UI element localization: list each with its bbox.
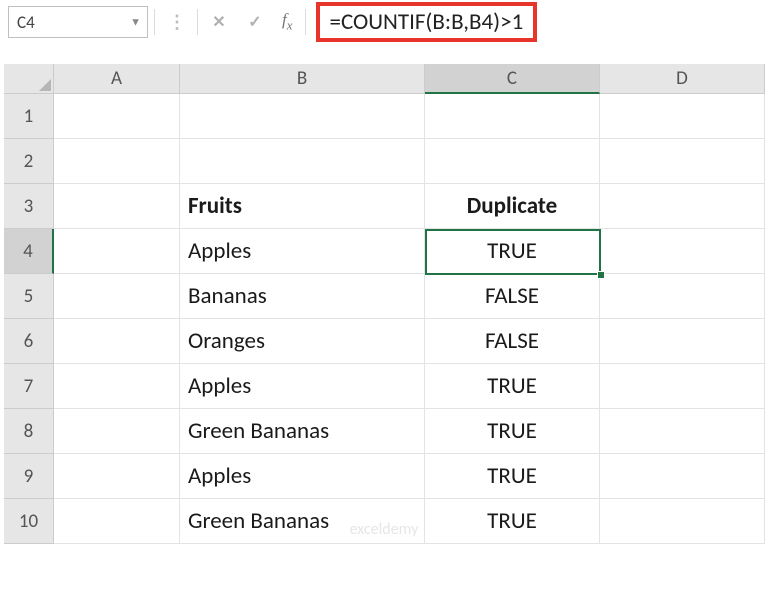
name-box-value: C4 [17, 12, 35, 33]
cell-C3[interactable]: Duplicate [425, 184, 600, 229]
row-header-5[interactable]: 5 [4, 274, 54, 319]
cell-A2[interactable] [54, 139, 180, 184]
separator [305, 9, 306, 35]
enter-icon: ✓ [240, 7, 270, 37]
cell-A10[interactable] [54, 499, 180, 544]
separator [154, 9, 155, 35]
cell-C7[interactable]: TRUE [425, 364, 600, 409]
cell-A3[interactable] [54, 184, 180, 229]
cell-C5[interactable]: FALSE [425, 274, 600, 319]
cell-B8[interactable]: Green Bananas [180, 409, 425, 454]
cell-D8[interactable] [600, 409, 765, 454]
col-header-B[interactable]: B [180, 64, 425, 94]
row: 3 FruitsDuplicate [0, 184, 768, 229]
cell-D9[interactable] [600, 454, 765, 499]
cell-B3[interactable]: Fruits [180, 184, 425, 229]
fill-handle[interactable] [597, 271, 605, 279]
row: 4 ApplesTRUE [0, 229, 768, 274]
separator [197, 9, 198, 35]
cell-C2[interactable] [425, 139, 600, 184]
name-box-dropdown-icon[interactable]: ▼ [130, 16, 141, 29]
rows-container: 123FruitsDuplicate4ApplesTRUE5BananasFAL… [0, 94, 768, 544]
cell-A4[interactable] [54, 229, 180, 274]
select-all-corner[interactable] [4, 64, 54, 94]
col-header-A[interactable]: A [54, 64, 180, 94]
cell-D6[interactable] [600, 319, 765, 364]
row-header-1[interactable]: 1 [4, 94, 54, 139]
cell-D10[interactable] [600, 499, 765, 544]
row: 7 ApplesTRUE [0, 364, 768, 409]
row: 6 OrangesFALSE [0, 319, 768, 364]
fx-icon[interactable]: fx [276, 10, 299, 33]
cell-C1[interactable] [425, 94, 600, 139]
cell-B4[interactable]: Apples [180, 229, 425, 274]
cell-B9[interactable]: Apples [180, 454, 425, 499]
cell-D2[interactable] [600, 139, 765, 184]
more-icon: ⋮ [161, 7, 191, 37]
cell-D5[interactable] [600, 274, 765, 319]
row-header-7[interactable]: 7 [4, 364, 54, 409]
row-header-3[interactable]: 3 [4, 184, 54, 229]
row: 1 [0, 94, 768, 139]
col-header-C[interactable]: C [425, 64, 600, 94]
cell-C4[interactable]: TRUE [425, 229, 600, 274]
cell-D1[interactable] [600, 94, 765, 139]
cell-D3[interactable] [600, 184, 765, 229]
col-header-D[interactable]: D [600, 64, 765, 94]
cell-D7[interactable] [600, 364, 765, 409]
cell-A7[interactable] [54, 364, 180, 409]
spreadsheet-grid: ABCD 123FruitsDuplicate4ApplesTRUE5Banan… [0, 64, 768, 544]
row: 8 Green BananasTRUE [0, 409, 768, 454]
cell-A9[interactable] [54, 454, 180, 499]
cell-B1[interactable] [180, 94, 425, 139]
row-header-9[interactable]: 9 [4, 454, 54, 499]
row: 5 BananasFALSE [0, 274, 768, 319]
formula-text: =COUNTIF(B:B,B4)>1 [330, 8, 524, 36]
row-header-4[interactable]: 4 [4, 229, 54, 274]
row-header-8[interactable]: 8 [4, 409, 54, 454]
name-box[interactable]: C4 ▼ [8, 6, 148, 38]
formula-input-highlight[interactable]: =COUNTIF(B:B,B4)>1 [316, 2, 538, 42]
formula-bar: C4 ▼ ⋮ ✕ ✓ fx =COUNTIF(B:B,B4)>1 [0, 0, 768, 44]
cell-C10[interactable]: TRUE [425, 499, 600, 544]
cell-C9[interactable]: TRUE [425, 454, 600, 499]
cell-A5[interactable] [54, 274, 180, 319]
cell-B2[interactable] [180, 139, 425, 184]
cell-B7[interactable]: Apples [180, 364, 425, 409]
cell-C6[interactable]: FALSE [425, 319, 600, 364]
cell-B5[interactable]: Bananas [180, 274, 425, 319]
row-header-2[interactable]: 2 [4, 139, 54, 184]
cell-A6[interactable] [54, 319, 180, 364]
cancel-icon: ✕ [204, 7, 234, 37]
cell-B6[interactable]: Oranges [180, 319, 425, 364]
cell-A1[interactable] [54, 94, 180, 139]
cell-C8[interactable]: TRUE [425, 409, 600, 454]
row: 2 [0, 139, 768, 184]
column-headers: ABCD [54, 64, 768, 94]
cell-A8[interactable] [54, 409, 180, 454]
row-header-10[interactable]: 10 [4, 499, 54, 544]
cell-D4[interactable] [600, 229, 765, 274]
row: 9 ApplesTRUE [0, 454, 768, 499]
row-header-6[interactable]: 6 [4, 319, 54, 364]
cell-B10[interactable]: Green Bananas [180, 499, 425, 544]
row: 10 Green BananasTRUE [0, 499, 768, 544]
